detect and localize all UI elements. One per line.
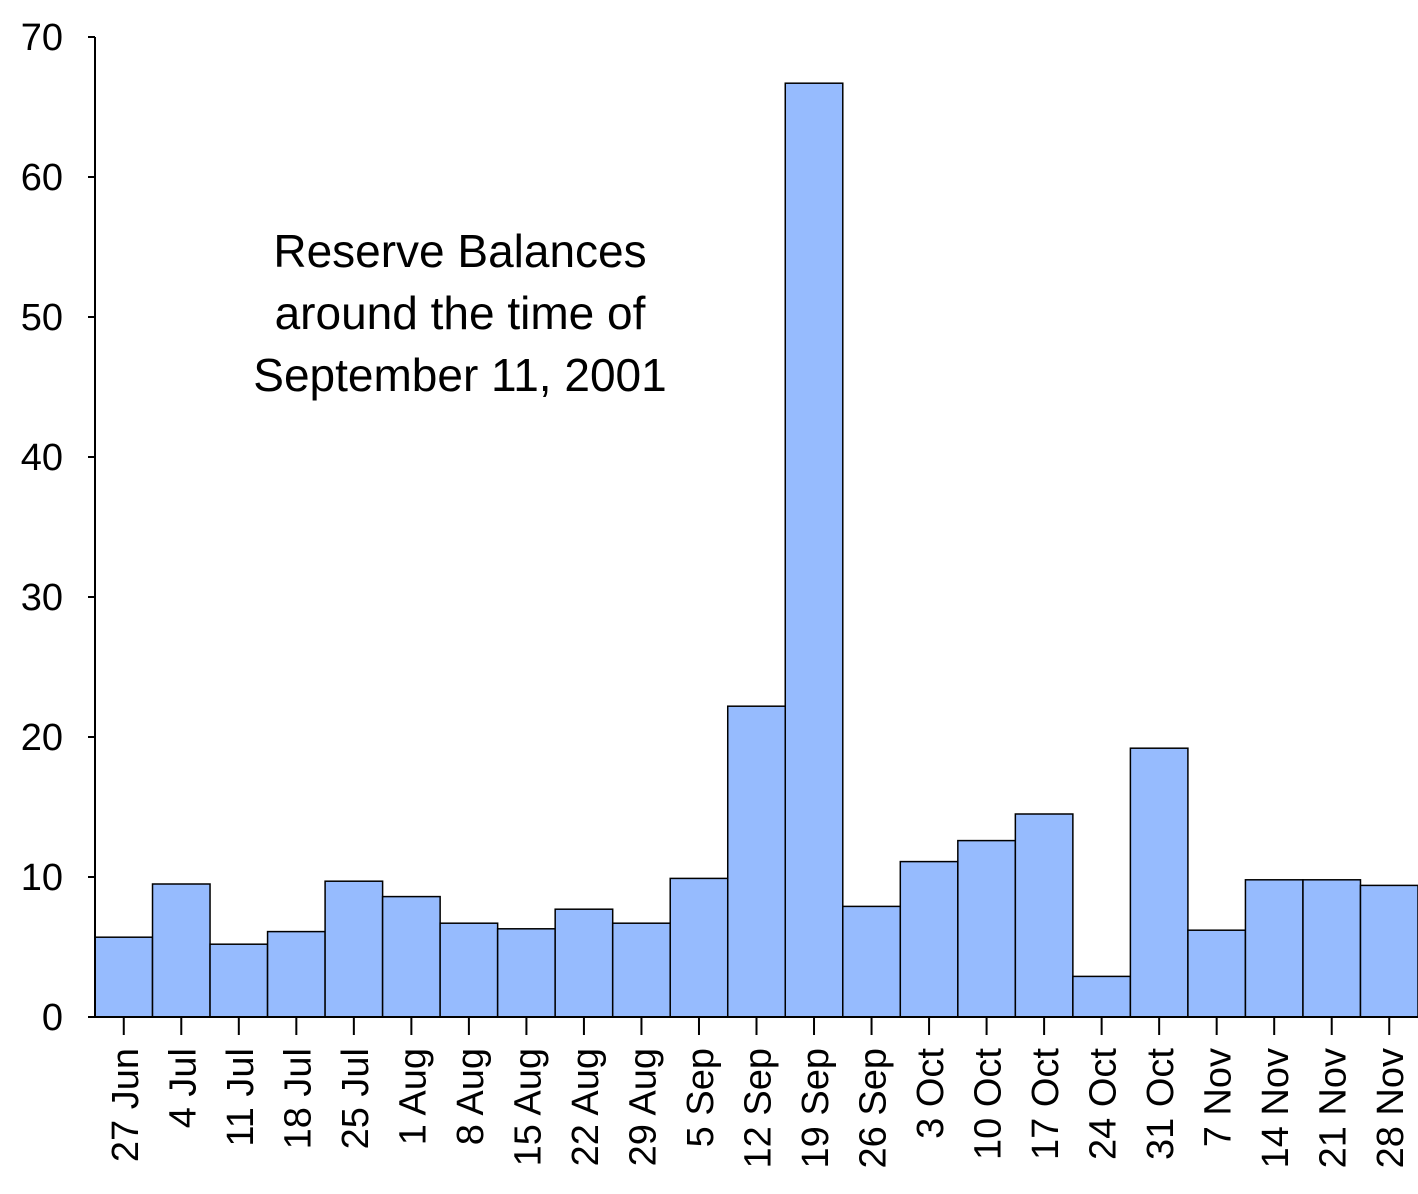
x-tick-label-3: 18 Jul — [277, 1048, 319, 1149]
bar-17 — [1072, 975, 1132, 1018]
bar-2 — [209, 943, 269, 1018]
x-tick-label-4: 25 Jul — [335, 1048, 377, 1149]
chart-title-line-3: September 11, 2001 — [253, 349, 667, 401]
bar-5 — [381, 895, 441, 1018]
x-tick-label-14: 3 Oct — [910, 1048, 952, 1139]
y-tick-label-2: 20 — [21, 717, 63, 759]
x-tick-label-2: 11 Jul — [220, 1048, 262, 1147]
bar-21 — [1302, 879, 1362, 1018]
x-tick-label-12: 19 Sep — [795, 1048, 837, 1168]
bar-9 — [611, 922, 671, 1018]
bar-13 — [842, 905, 902, 1018]
bar-22 — [1359, 884, 1418, 1018]
x-tick-label-17: 24 Oct — [1083, 1048, 1125, 1160]
bar-18 — [1129, 747, 1189, 1018]
y-tick-label-1: 10 — [21, 857, 63, 899]
x-tick-label-20: 14 Nov — [1255, 1048, 1297, 1168]
x-tick-label-11: 12 Sep — [738, 1048, 780, 1168]
x-tick-label-15: 10 Oct — [968, 1048, 1010, 1160]
bar-7 — [496, 928, 556, 1018]
x-tick-label-8: 22 Aug — [565, 1048, 607, 1166]
x-tick-label-0: 27 Jun — [105, 1048, 147, 1162]
bar-19 — [1187, 929, 1247, 1018]
bar-6 — [439, 922, 499, 1018]
x-tick-label-10: 5 Sep — [680, 1048, 722, 1147]
chart-title-line-2: around the time of — [274, 287, 646, 339]
y-tick-label-5: 50 — [21, 297, 63, 339]
x-tick-label-19: 7 Nov — [1198, 1048, 1240, 1147]
x-tick-label-18: 31 Oct — [1140, 1048, 1182, 1160]
x-tick-label-21: 21 Nov — [1313, 1048, 1355, 1168]
bars-layer — [94, 82, 1418, 1018]
bar-12 — [784, 82, 844, 1018]
y-tick-label-6: 60 — [21, 157, 63, 199]
bar-10 — [669, 877, 729, 1018]
y-tick-label-4: 40 — [21, 437, 63, 479]
y-tick-label-7: 70 — [21, 17, 63, 59]
y-tick-label-0: 0 — [42, 997, 63, 1039]
x-tick-label-9: 29 Aug — [622, 1048, 664, 1166]
x-tick-label-1: 4 Jul — [162, 1048, 204, 1128]
bar-16 — [1014, 813, 1074, 1018]
y-axis-ticks: 0 10 20 30 40 50 60 70 — [21, 17, 95, 1039]
x-tick-label-22: 28 Nov — [1370, 1048, 1412, 1168]
bar-1 — [151, 883, 211, 1018]
bar-4 — [324, 880, 384, 1018]
bar-15 — [957, 839, 1017, 1018]
bar-11 — [726, 705, 787, 1018]
x-axis-ticks: 27 Jun 4 Jul 11 Jul 18 Jul 25 Jul 1 Aug 8 Aug 1… — [105, 1017, 1412, 1168]
x-tick-label-6: 8 Aug — [450, 1048, 492, 1145]
bar-0 — [94, 936, 154, 1018]
x-tick-label-5: 1 Aug — [392, 1048, 434, 1145]
x-tick-label-7: 15 Aug — [507, 1048, 549, 1166]
y-tick-label-3: 30 — [21, 577, 63, 619]
bar-14 — [899, 860, 959, 1018]
bar-8 — [554, 908, 614, 1018]
x-tick-label-16: 17 Oct — [1025, 1048, 1067, 1160]
bar-3 — [266, 930, 326, 1018]
x-tick-label-13: 26 Sep — [853, 1048, 895, 1168]
chart-title: Reserve Balances around the time of Sept… — [200, 220, 720, 406]
bar-20 — [1244, 879, 1304, 1018]
chart-title-line-1: Reserve Balances — [273, 225, 647, 277]
